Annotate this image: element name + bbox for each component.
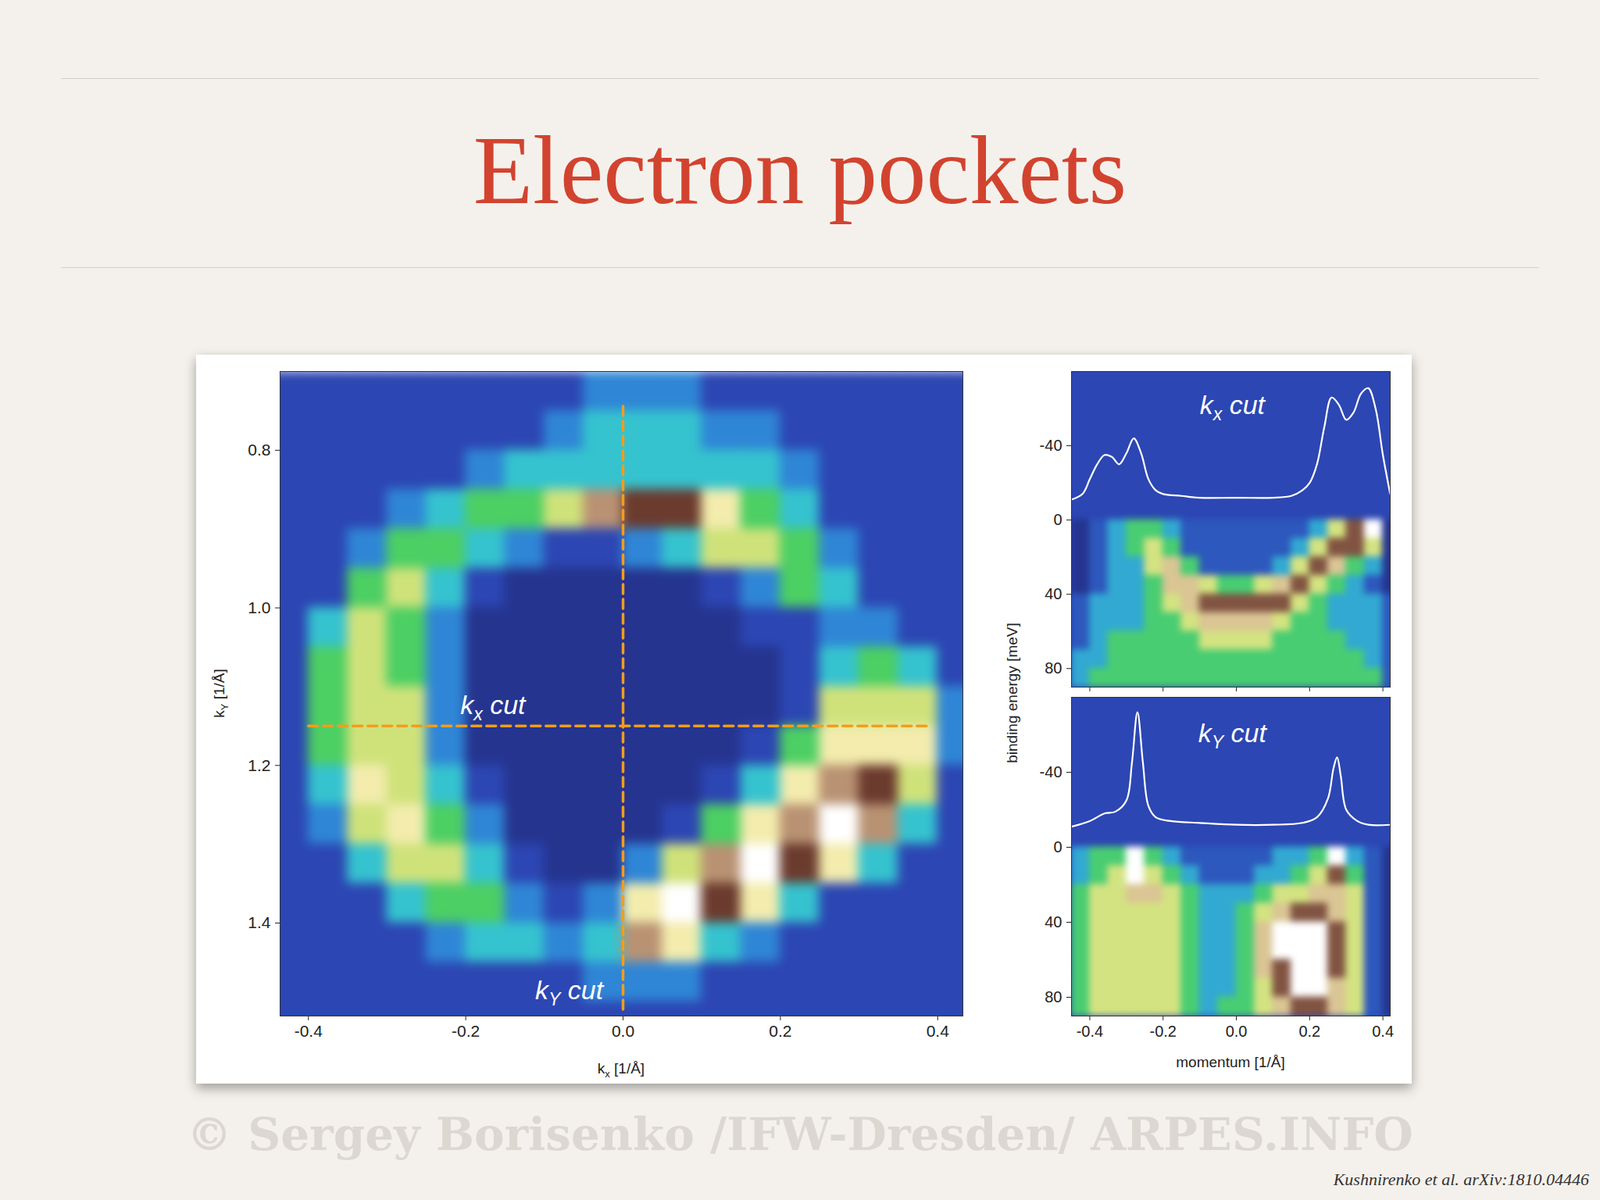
svg-text:kx [1/Å]: kx [1/Å]	[597, 1060, 645, 1080]
svg-text:0.0: 0.0	[611, 1021, 635, 1040]
svg-text:kx cut: kx cut	[460, 689, 527, 725]
svg-text:80: 80	[1044, 659, 1062, 677]
svg-text:-0.4: -0.4	[1076, 1022, 1104, 1040]
svg-text:80: 80	[1044, 988, 1062, 1006]
svg-text:0.0: 0.0	[1225, 1022, 1248, 1040]
svg-text:0.4: 0.4	[1371, 1022, 1394, 1040]
svg-text:0: 0	[1053, 838, 1062, 856]
svg-text:40: 40	[1044, 913, 1062, 931]
html-text:Electron pockets: Electron pockets	[473, 116, 1127, 225]
svg-text:kY cut: kY cut	[535, 975, 605, 1011]
html-text:Kushnirenko et al. arXiv:1810.: Kushnirenko et al. arXiv:1810.04446	[1333, 1169, 1590, 1190]
svg-text:0.2: 0.2	[1298, 1022, 1321, 1040]
html-text:© Sergey Borisenko /IFW-Dresde: © Sergey Borisenko /IFW-Dresden/ ARPES.I…	[186, 1107, 1414, 1161]
svg-text:1.2: 1.2	[247, 755, 271, 774]
svg-text:0.8: 0.8	[247, 440, 271, 459]
svg-text:-0.4: -0.4	[294, 1021, 324, 1040]
svg-text:-0.2: -0.2	[1150, 1022, 1177, 1040]
svg-text:0.2: 0.2	[768, 1021, 792, 1040]
svg-text:1.4: 1.4	[247, 913, 272, 932]
svg-text:0.4: 0.4	[926, 1021, 950, 1040]
svg-text:1.0: 1.0	[247, 598, 271, 617]
svg-text:-40: -40	[1039, 436, 1063, 454]
svg-text:-0.2: -0.2	[451, 1021, 480, 1040]
svg-text:0: 0	[1053, 510, 1062, 529]
svg-text:kx cut: kx cut	[1200, 389, 1267, 425]
html-text:binding energy [meV]: binding energy [meV]	[1003, 622, 1021, 764]
svg-text:kY [1/Å]: kY [1/Å]	[210, 668, 231, 718]
svg-text:-40: -40	[1039, 763, 1063, 781]
svg-text:momentum [1/Å]: momentum [1/Å]	[1175, 1053, 1285, 1071]
svg-text:kY cut: kY cut	[1198, 717, 1268, 754]
svg-text:40: 40	[1044, 585, 1062, 603]
